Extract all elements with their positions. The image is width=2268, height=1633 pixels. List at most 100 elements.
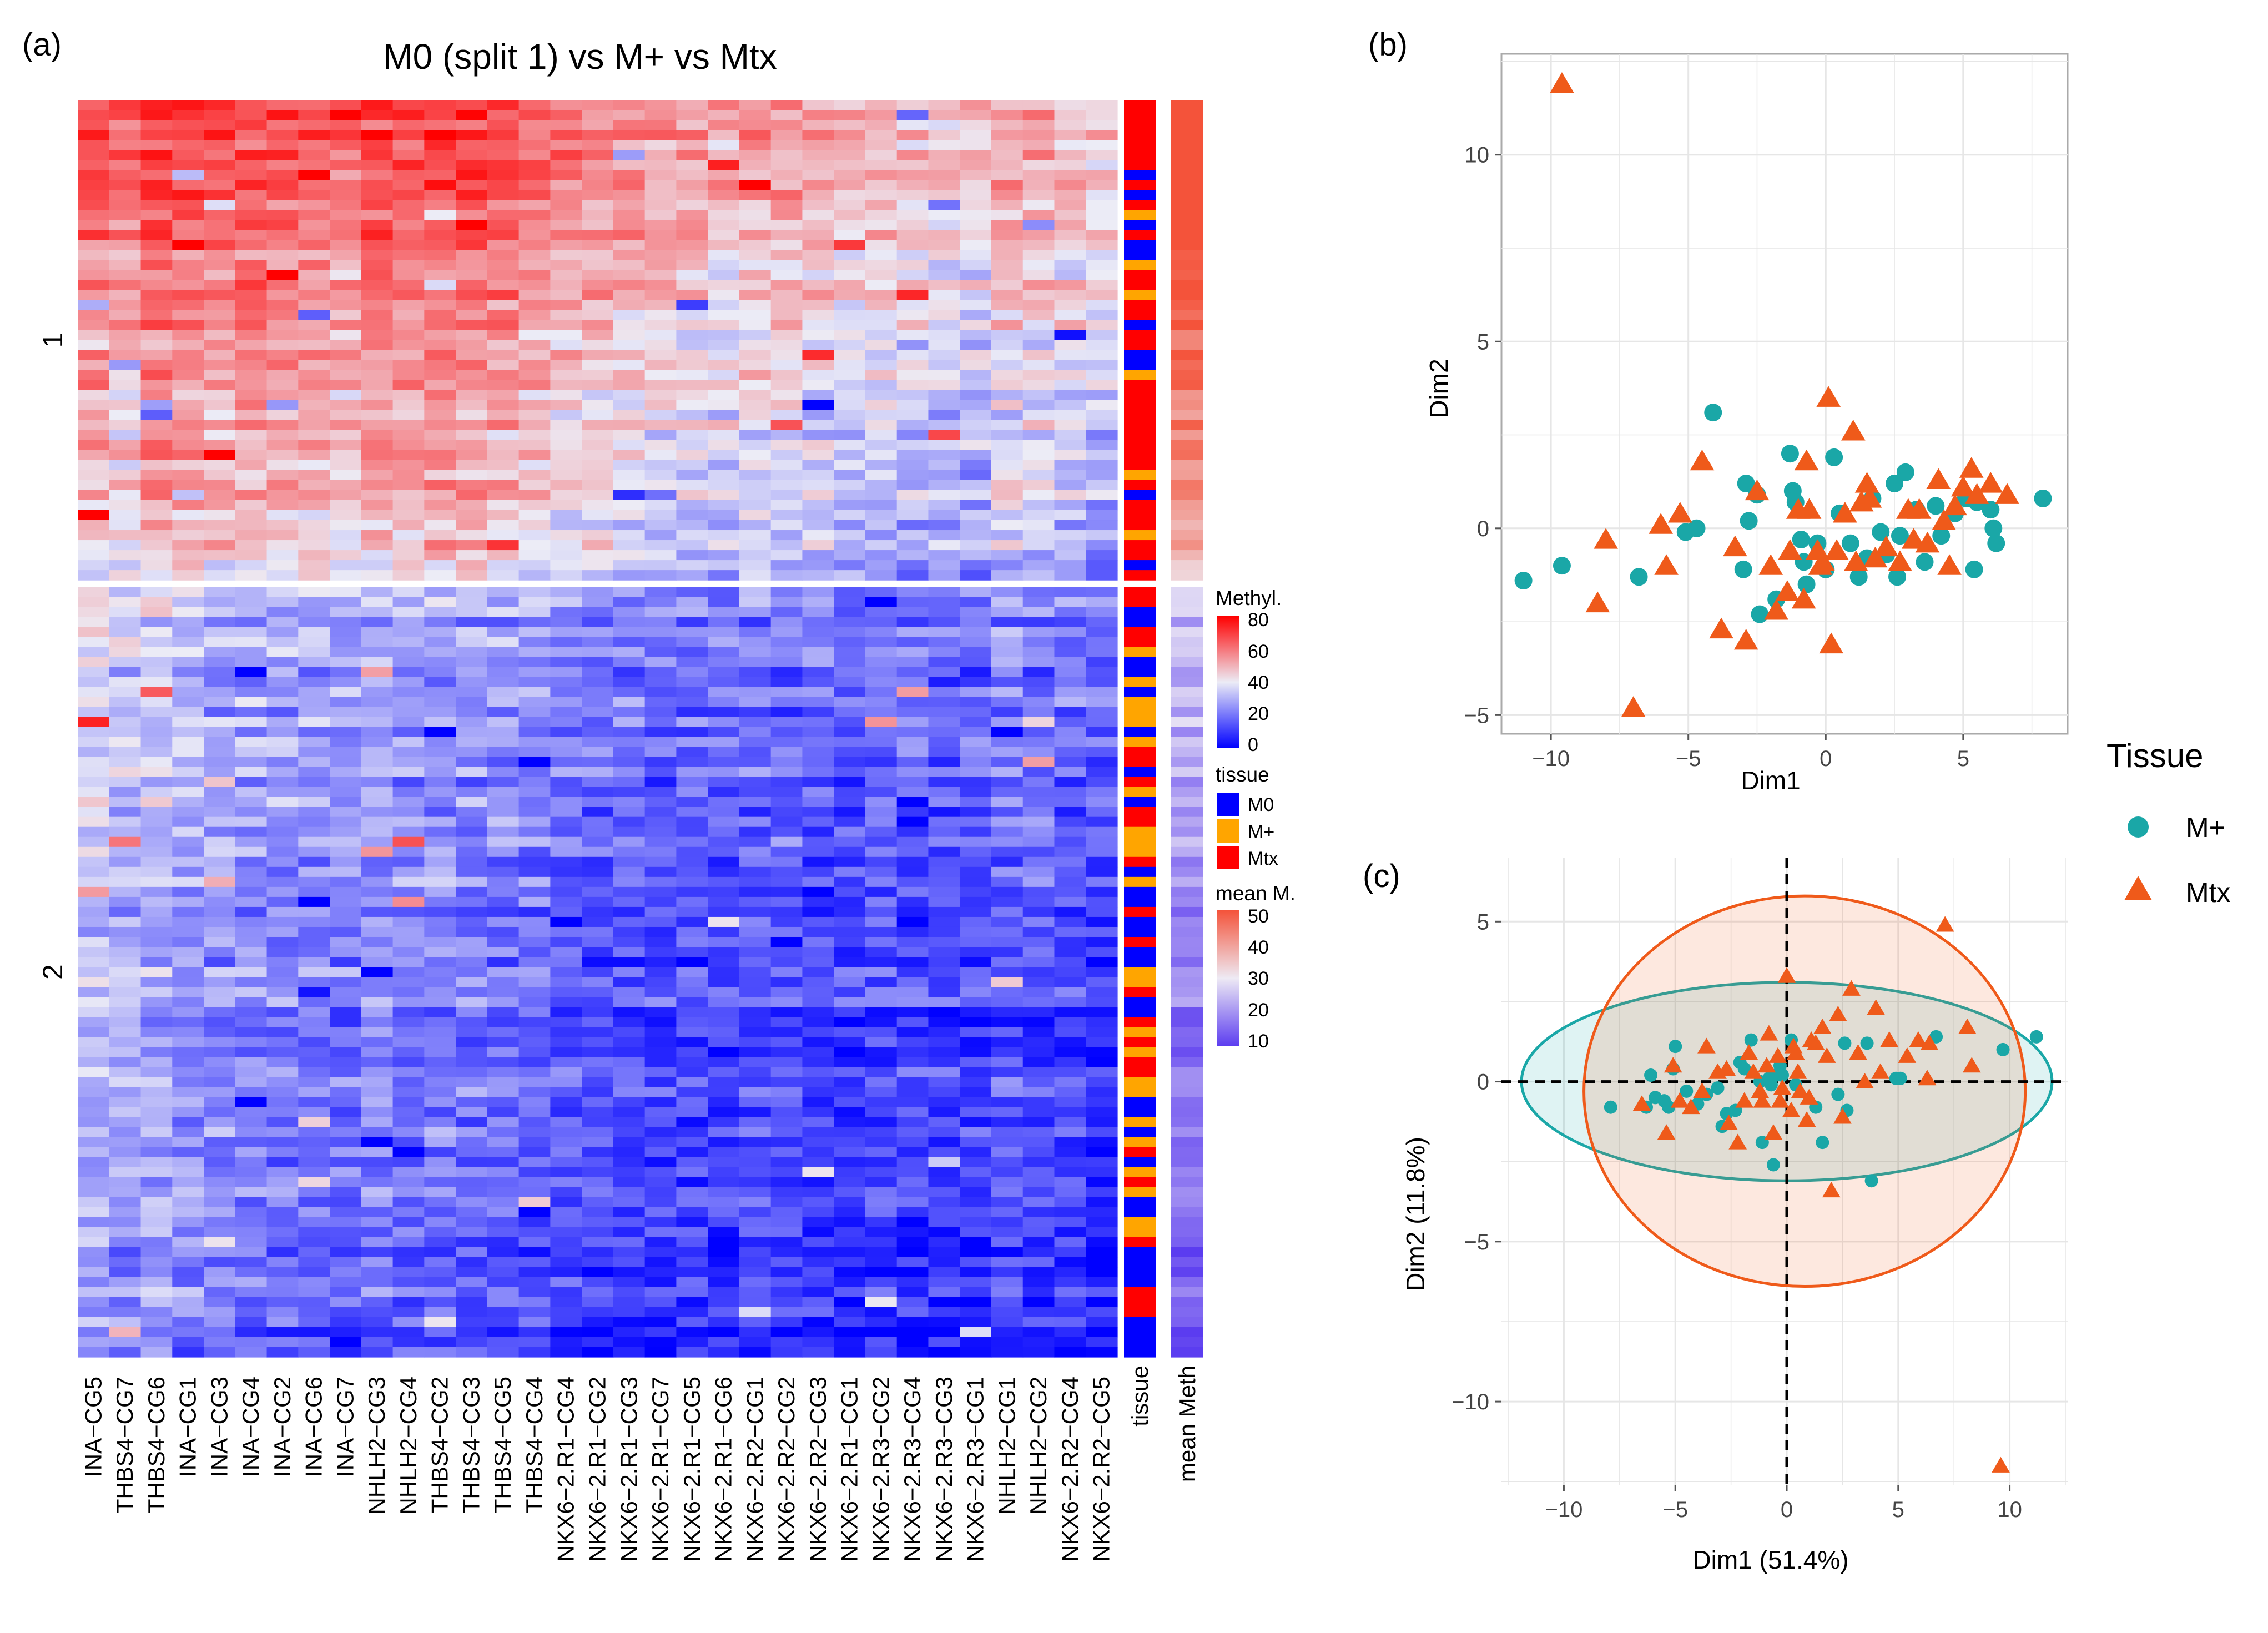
heatmap-cell bbox=[518, 1327, 551, 1338]
heatmap-title: M0 (split 1) vs M+ vs Mtx bbox=[383, 37, 777, 77]
heatmap-cell bbox=[613, 1337, 646, 1348]
heatmap-cell bbox=[204, 1237, 236, 1248]
heatmap-cell bbox=[330, 390, 362, 401]
heatmap-cell bbox=[708, 807, 740, 818]
heatmap-cell bbox=[676, 797, 708, 808]
heatmap-cell bbox=[770, 420, 803, 431]
heatmap-cell bbox=[330, 717, 362, 728]
heatmap-cell bbox=[802, 1037, 834, 1047]
heatmap-cell bbox=[739, 926, 772, 938]
heatmap-cell bbox=[330, 400, 362, 411]
point-mplus bbox=[1644, 1068, 1658, 1082]
heatmap-cell bbox=[802, 906, 834, 918]
mean-meth-annotation-cell bbox=[1171, 597, 1203, 607]
heatmap-cell bbox=[991, 826, 1024, 838]
heatmap-cell bbox=[896, 120, 929, 130]
heatmap-cell bbox=[109, 866, 142, 878]
tissue-annotation-cell bbox=[1124, 420, 1156, 431]
heatmap-cell bbox=[235, 430, 268, 441]
heatmap-cell bbox=[960, 380, 992, 391]
heatmap-cell bbox=[456, 727, 488, 738]
heatmap-cell bbox=[392, 1137, 425, 1148]
heatmap-cell bbox=[613, 667, 646, 677]
heatmap-cell bbox=[204, 977, 236, 987]
heatmap-cell bbox=[518, 597, 551, 607]
heatmap-cell bbox=[109, 300, 142, 311]
heatmap-cell bbox=[330, 170, 362, 180]
heatmap-cell bbox=[708, 200, 740, 210]
heatmap-cell bbox=[708, 677, 740, 687]
heatmap-cell bbox=[582, 360, 614, 371]
heatmap-cell bbox=[550, 1087, 582, 1097]
heatmap-cell bbox=[676, 916, 708, 928]
heatmap-cell bbox=[487, 1067, 520, 1077]
heatmap-cell bbox=[991, 270, 1024, 281]
heatmap-cell bbox=[361, 1247, 394, 1258]
heatmap-cell bbox=[613, 480, 646, 491]
heatmap-cell bbox=[991, 130, 1024, 140]
heatmap-cell bbox=[109, 420, 142, 431]
heatmap-cell bbox=[361, 947, 394, 957]
point-mtx bbox=[1918, 1070, 1937, 1086]
heatmap-cell bbox=[1022, 777, 1055, 788]
heatmap-cell bbox=[644, 410, 677, 421]
heatmap-cell bbox=[928, 617, 960, 627]
heatmap-cell bbox=[834, 270, 866, 281]
heatmap-cell bbox=[960, 390, 992, 401]
heatmap-cell bbox=[456, 330, 488, 341]
heatmap-cell bbox=[392, 1237, 425, 1248]
heatmap-cell bbox=[235, 530, 268, 541]
heatmap-cell bbox=[140, 540, 173, 551]
heatmap-cell bbox=[172, 826, 204, 838]
heatmap-cell bbox=[708, 936, 740, 947]
heatmap-cell bbox=[330, 440, 362, 451]
heatmap-cell bbox=[896, 130, 929, 140]
mean-meth-annotation-cell bbox=[1171, 540, 1203, 551]
heatmap-cell bbox=[1054, 1077, 1086, 1087]
heatmap-cell bbox=[582, 1297, 614, 1308]
heatmap-cell bbox=[235, 876, 268, 888]
tissue-annotation-cell bbox=[1124, 1007, 1156, 1017]
heatmap-cell bbox=[770, 1027, 803, 1037]
heatmap-cell bbox=[204, 260, 236, 270]
heatmap-cell bbox=[235, 290, 268, 301]
heatmap-cell bbox=[960, 330, 992, 341]
heatmap-cell bbox=[676, 1087, 708, 1097]
point-mtx bbox=[1898, 1047, 1917, 1063]
heatmap-cell bbox=[235, 230, 268, 240]
heatmap-cell bbox=[644, 1287, 677, 1298]
heatmap-cell bbox=[140, 300, 173, 311]
heatmap-cell bbox=[834, 587, 866, 597]
heatmap-cell bbox=[896, 767, 929, 778]
heatmap-cell bbox=[424, 220, 456, 230]
heatmap-cell bbox=[928, 836, 960, 848]
heatmap-cell bbox=[1054, 1047, 1086, 1057]
heatmap-cell bbox=[266, 896, 299, 908]
mean-meth-annotation-cell bbox=[1171, 490, 1203, 501]
heatmap-cell bbox=[140, 100, 173, 110]
heatmap-cell bbox=[330, 190, 362, 200]
heatmap-cell bbox=[78, 667, 110, 677]
heatmap-cell bbox=[330, 1237, 362, 1248]
heatmap-cell bbox=[235, 160, 268, 170]
heatmap-cell bbox=[991, 150, 1024, 160]
heatmap-cell bbox=[708, 896, 740, 908]
heatmap-cell bbox=[266, 836, 299, 848]
tissue-annotation-cell bbox=[1124, 727, 1156, 738]
heatmap-cell bbox=[550, 977, 582, 987]
heatmap-cell bbox=[582, 856, 614, 868]
heatmap-cell bbox=[991, 697, 1024, 708]
heatmap-cell bbox=[330, 1297, 362, 1308]
heatmap-cell bbox=[928, 290, 960, 301]
heatmap-cell bbox=[235, 320, 268, 331]
heatmap-cell bbox=[676, 987, 708, 997]
heatmap-cell bbox=[928, 1327, 960, 1338]
heatmap-cell bbox=[172, 977, 204, 987]
heatmap-cell bbox=[266, 737, 299, 748]
point-mplus bbox=[1740, 512, 1758, 530]
heatmap-cell bbox=[392, 1187, 425, 1198]
heatmap-cell bbox=[172, 627, 204, 637]
heatmap-cell bbox=[204, 460, 236, 471]
heatmap-cell bbox=[1022, 1177, 1055, 1188]
heatmap-cell bbox=[487, 826, 520, 838]
